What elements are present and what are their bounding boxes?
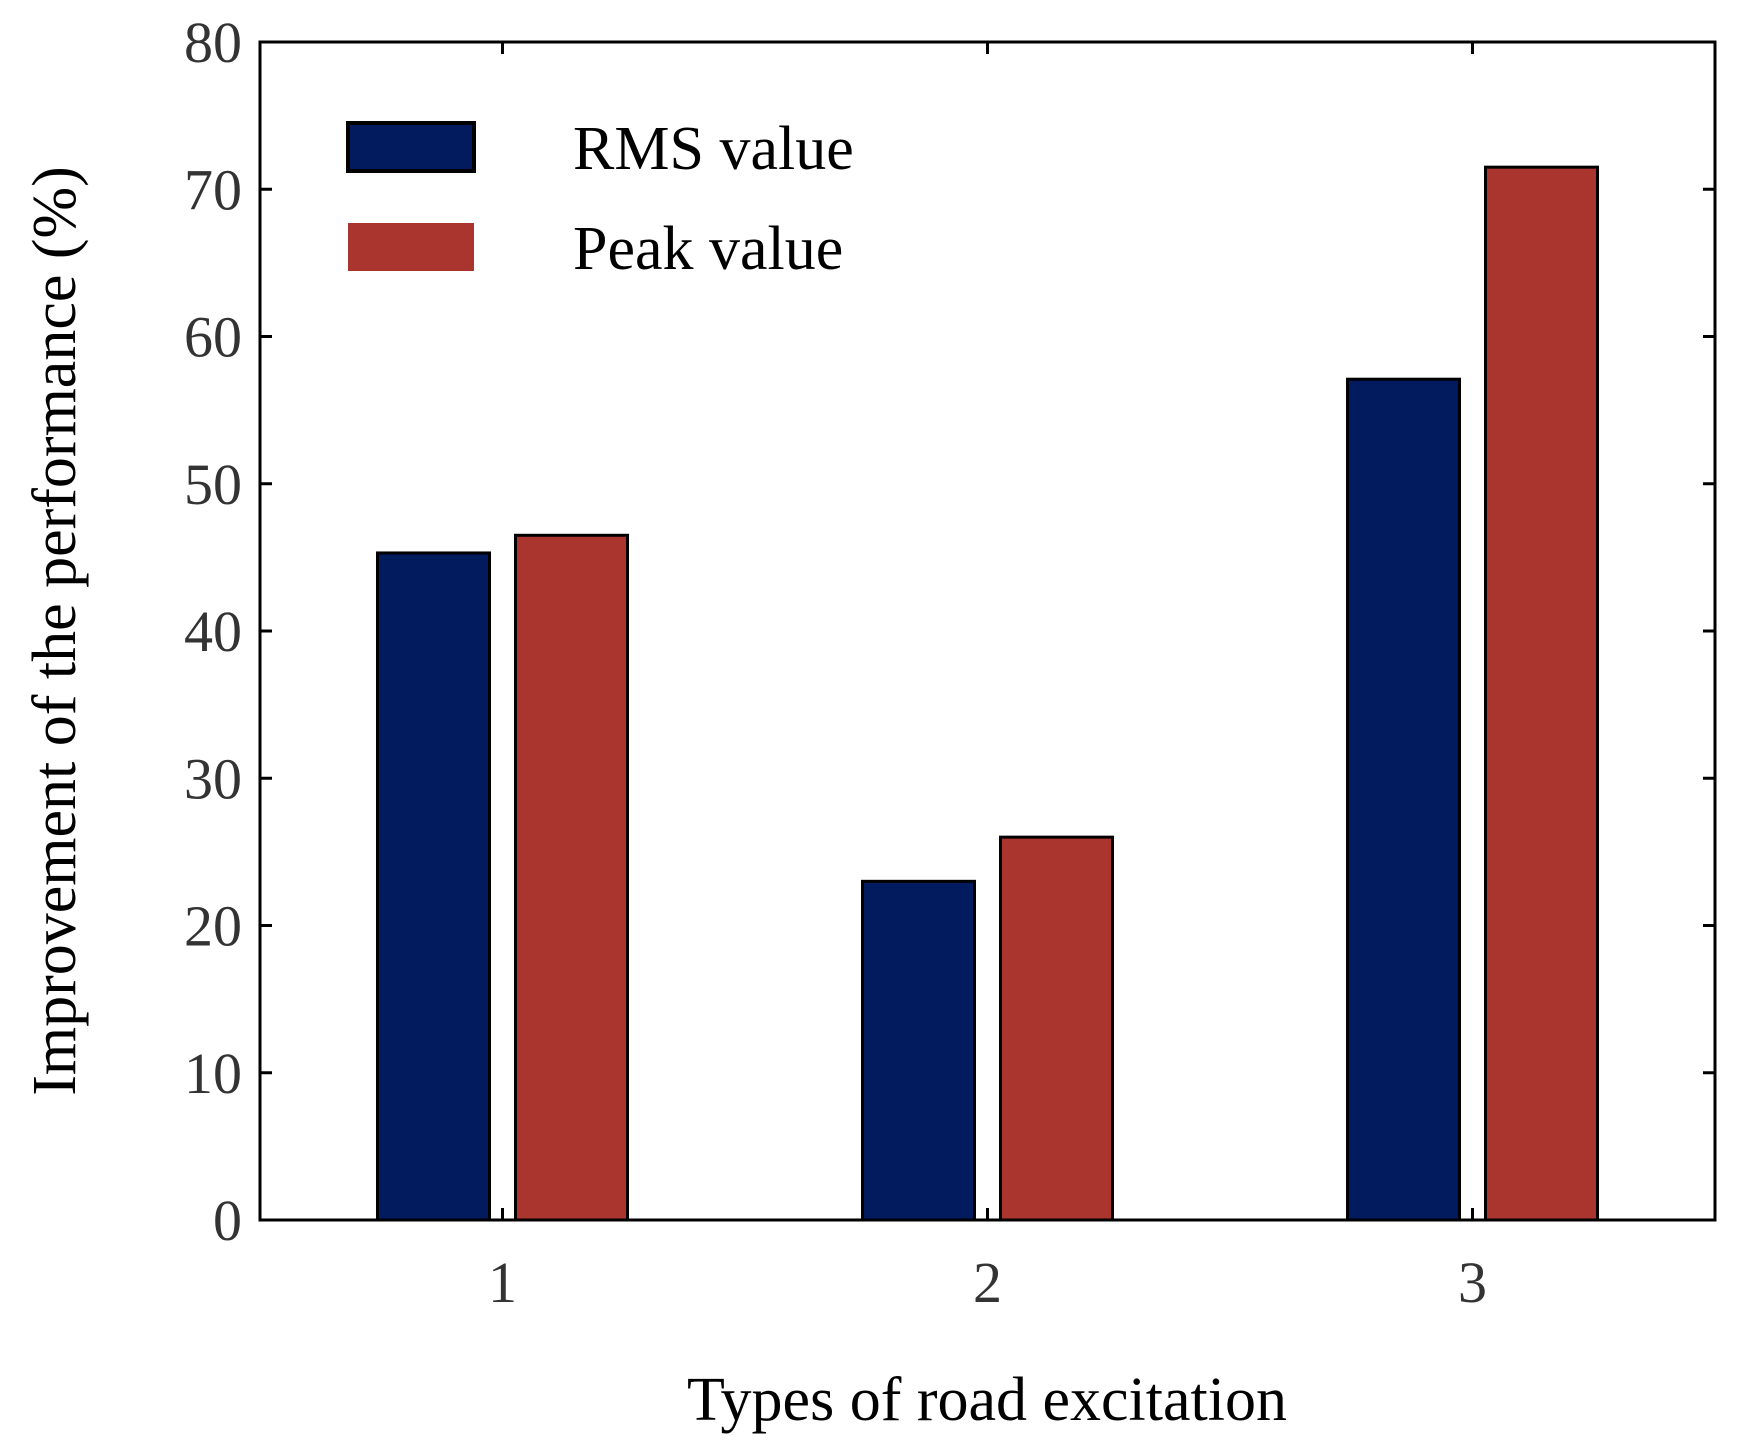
y-tick-label: 40 bbox=[184, 599, 242, 664]
legend-label: Peak value bbox=[573, 215, 843, 283]
bars-layer bbox=[376, 165, 1599, 1222]
ticks-layer: 0 10 20 30 40 50 60 70 80 1 2 3 bbox=[184, 10, 1715, 1315]
plot-frame bbox=[258, 40, 1717, 1222]
bar-rms-value-2 bbox=[861, 879, 976, 1222]
bar-peak-value-1 bbox=[514, 533, 629, 1222]
x-tick-label: 3 bbox=[1458, 1250, 1487, 1315]
bar-peak-value-2 bbox=[999, 835, 1114, 1222]
legend-label: RMS value bbox=[573, 115, 854, 183]
y-tick-label: 80 bbox=[184, 10, 242, 75]
legend: RMS value Peak value bbox=[346, 115, 854, 283]
bar-rms-value-3 bbox=[1346, 377, 1461, 1222]
bar-rms-value-1 bbox=[376, 551, 491, 1222]
x-tick-label: 1 bbox=[488, 1250, 517, 1315]
y-tick-label: 30 bbox=[184, 746, 242, 811]
y-tick-label: 20 bbox=[184, 894, 242, 959]
y-tick-label: 70 bbox=[184, 157, 242, 222]
y-axis-label: Improvement of the performance (%) bbox=[21, 166, 89, 1096]
x-tick-label: 2 bbox=[973, 1250, 1002, 1315]
y-tick-label: 0 bbox=[213, 1188, 242, 1253]
y-tick-label: 10 bbox=[184, 1041, 242, 1106]
bar-peak-value-3 bbox=[1484, 165, 1599, 1222]
x-axis-label: Types of road excitation bbox=[687, 1366, 1287, 1434]
legend-swatch-rms-value bbox=[346, 121, 476, 173]
legend-swatch-peak-value bbox=[348, 223, 474, 271]
y-tick-label: 60 bbox=[184, 305, 242, 370]
y-tick-label: 50 bbox=[184, 452, 242, 517]
